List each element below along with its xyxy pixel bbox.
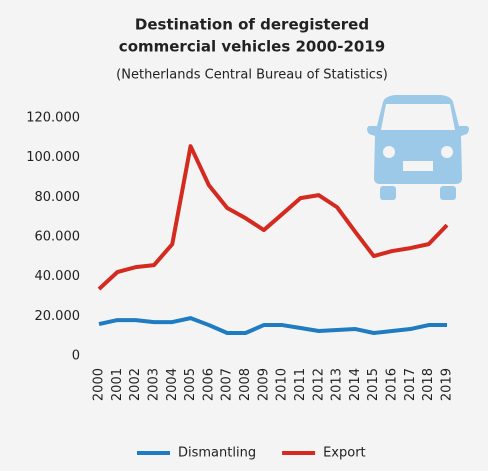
y-tick-label: 100.000: [26, 150, 80, 165]
x-tick-label: 2017: [403, 368, 418, 401]
chart-title: Destination of deregistered: [135, 16, 369, 34]
x-tick-label: 2008: [238, 368, 253, 401]
x-tick-label: 2013: [330, 368, 345, 401]
x-tick-label: 2019: [440, 368, 455, 401]
y-tick-label: 20.000: [35, 309, 81, 324]
line-series: [97, 144, 449, 291]
y-tick-label: 120.000: [26, 111, 80, 126]
chart-title: commercial vehicles 2000-2019: [119, 38, 385, 56]
x-tick-label: 2005: [183, 368, 198, 401]
x-tick-label: 2006: [201, 368, 216, 401]
line-series: [98, 316, 447, 335]
x-tick-label: 2014: [348, 368, 363, 401]
y-tick-label: 80.000: [35, 190, 81, 205]
x-tick-label: 2018: [421, 368, 436, 401]
x-tick-label: 2015: [366, 368, 381, 401]
legend-label: Dismantling: [178, 446, 256, 461]
x-tick-label: 2012: [311, 368, 326, 401]
x-tick-label: 2003: [146, 368, 161, 401]
y-tick-label: 0: [72, 349, 80, 364]
x-tick-label: 2000: [92, 368, 107, 401]
x-tick-label: 2016: [385, 368, 400, 401]
x-tick-label: 2009: [256, 368, 271, 401]
y-tick-label: 40.000: [35, 269, 81, 284]
background: [0, 0, 488, 471]
x-tick-label: 2002: [128, 368, 143, 401]
legend-label: Export: [323, 446, 366, 461]
x-tick-label: 2007: [220, 368, 235, 401]
x-tick-label: 2010: [275, 368, 290, 401]
x-tick-label: 2011: [293, 368, 308, 401]
van-icon: [367, 95, 469, 200]
y-tick-label: 60.000: [35, 230, 81, 245]
chart-subtitle: (Netherlands Central Bureau of Statistic…: [116, 68, 388, 83]
x-tick-label: 2001: [110, 368, 125, 401]
x-tick-label: 2004: [165, 368, 180, 401]
